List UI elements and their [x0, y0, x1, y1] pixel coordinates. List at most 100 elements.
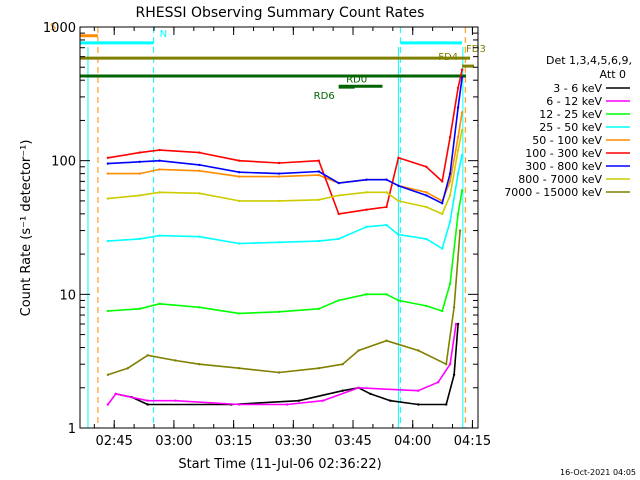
- series-point-9: [174, 359, 177, 362]
- x-tick-label: 03:45: [334, 434, 371, 449]
- series-point-8: [448, 194, 452, 197]
- series-point-3: [385, 293, 388, 296]
- series-point-9: [452, 306, 456, 309]
- footer-timestamp: 16-Oct-2021 04:05: [560, 468, 636, 477]
- flag-label: FD4: [438, 52, 458, 63]
- series-line-6: [107, 69, 463, 215]
- series-point-6: [337, 212, 340, 216]
- series-point-9: [458, 229, 462, 232]
- series-point-8: [456, 148, 460, 152]
- series-point-4: [337, 237, 340, 241]
- series-point-3: [460, 189, 464, 192]
- series-point-2: [174, 399, 177, 402]
- y-tick-label: 1000: [43, 21, 76, 36]
- series-point-8: [158, 191, 161, 194]
- legend-label: 3 - 6 keV: [553, 82, 602, 95]
- series-point-6: [198, 151, 201, 154]
- series-point-8: [385, 191, 388, 194]
- series-point-2: [285, 403, 289, 406]
- series-point-8: [277, 199, 281, 203]
- series-point-6: [238, 159, 241, 162]
- legend-label: 50 - 100 keV: [532, 134, 602, 147]
- series-point-5: [106, 172, 110, 175]
- series-point-1: [146, 403, 149, 406]
- series-point-8: [198, 192, 201, 195]
- series-point-3: [158, 302, 161, 305]
- series-point-8: [238, 199, 241, 203]
- series-point-4: [441, 247, 444, 250]
- series-point-3: [365, 293, 368, 296]
- series-point-7: [460, 76, 464, 79]
- series-point-5: [277, 175, 281, 178]
- series-point-1: [452, 373, 456, 376]
- series-point-8: [138, 194, 141, 197]
- series-point-6: [425, 165, 428, 168]
- series-point-6: [385, 205, 388, 209]
- series-point-7: [441, 202, 444, 205]
- series-point-3: [397, 299, 400, 302]
- series-point-6: [441, 180, 444, 183]
- series-point-7: [448, 172, 452, 175]
- series-point-9: [341, 363, 344, 366]
- series-point-7: [365, 178, 368, 181]
- x-tick-label: 03:30: [275, 434, 312, 449]
- series-point-3: [198, 306, 201, 309]
- legend-label: 800 - 7000 keV: [518, 173, 602, 186]
- series-point-7: [456, 106, 460, 109]
- y-tick-label: 100: [51, 155, 76, 170]
- series-point-4: [397, 233, 400, 236]
- y-tick-label: 10: [59, 288, 76, 303]
- series-point-3: [138, 307, 141, 310]
- series-point-9: [126, 367, 129, 370]
- series-point-6: [106, 156, 110, 159]
- series-point-1: [456, 322, 460, 326]
- series-point-6: [158, 148, 161, 152]
- series-point-4: [138, 237, 141, 241]
- flag-label: RD0: [346, 74, 367, 85]
- series-point-8: [337, 194, 340, 197]
- series-point-8: [425, 205, 428, 209]
- series-point-1: [341, 389, 344, 392]
- series-point-3: [317, 307, 320, 310]
- series-point-4: [425, 237, 428, 241]
- series-point-7: [106, 162, 110, 165]
- flag-label: N: [160, 29, 167, 40]
- series-point-4: [106, 239, 110, 243]
- series-point-4: [277, 241, 281, 244]
- legend-header-line-2: Att 0: [600, 68, 626, 81]
- series-point-2: [106, 403, 110, 406]
- series-point-8: [106, 197, 110, 200]
- series-point-3: [238, 312, 241, 315]
- series-point-2: [454, 322, 458, 326]
- series-point-6: [277, 161, 281, 165]
- series-point-2: [437, 381, 440, 384]
- series-point-1: [389, 399, 392, 402]
- series-point-2: [146, 399, 149, 402]
- series-point-1: [297, 399, 301, 402]
- flag-label: S: [50, 22, 56, 33]
- series-point-3: [425, 304, 428, 308]
- series-point-9: [146, 354, 149, 357]
- series-point-4: [385, 223, 388, 227]
- series-point-7: [337, 181, 340, 185]
- series-point-5: [456, 135, 460, 139]
- series-point-7: [198, 163, 201, 167]
- series-point-5: [158, 168, 161, 171]
- series-point-6: [456, 86, 460, 90]
- series-point-7: [138, 160, 141, 163]
- flag-label: RD6: [314, 91, 335, 102]
- series-point-9: [445, 363, 448, 366]
- series-point-9: [357, 349, 360, 352]
- series-point-5: [238, 175, 241, 178]
- x-tick-label: 04:00: [394, 434, 431, 449]
- series-point-9: [198, 363, 201, 366]
- series-point-8: [317, 198, 320, 201]
- series-point-9: [106, 373, 110, 376]
- series-line-3: [107, 190, 463, 315]
- x-axis-label: Start Time (11-Jul-06 02:36:22): [178, 457, 381, 472]
- series-point-1: [445, 403, 448, 406]
- series-point-6: [365, 208, 368, 211]
- series-point-4: [365, 225, 368, 228]
- series-point-7: [277, 172, 281, 175]
- legend-label: 6 - 12 keV: [546, 95, 602, 108]
